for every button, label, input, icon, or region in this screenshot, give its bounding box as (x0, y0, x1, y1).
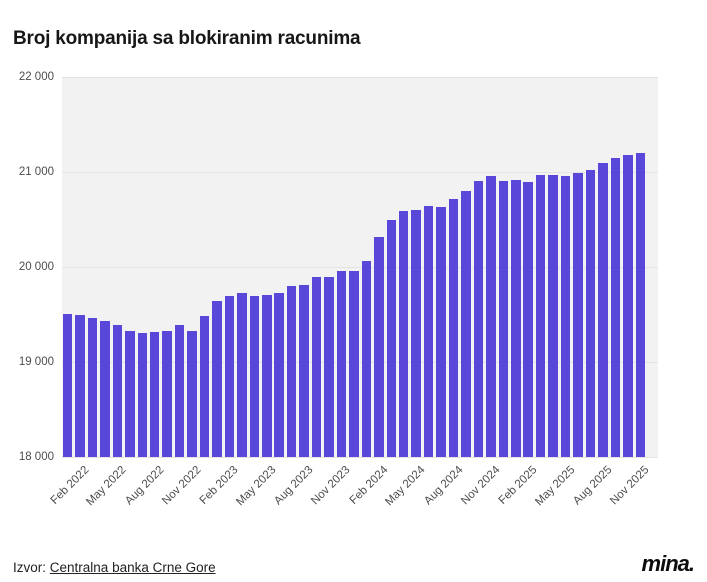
x-axis-label: May 2024 (383, 464, 428, 509)
grid-line (62, 266, 658, 268)
chart-bar[interactable] (212, 301, 222, 457)
x-axis-label: Nov 2025 (608, 464, 652, 508)
chart-bar[interactable] (448, 198, 459, 457)
chart-bar[interactable] (573, 173, 583, 457)
chart-bar[interactable] (137, 333, 147, 457)
chart-bar[interactable] (411, 209, 421, 457)
x-axis-label: Aug 2022 (122, 464, 167, 508)
source-note: Izvor: Centralna banka Crne Gore (13, 560, 216, 575)
chart-bar[interactable] (386, 219, 396, 457)
x-axis-label: May 2025 (532, 464, 578, 509)
page-title: Broj kompanija sa blokiranim racunima (13, 28, 361, 49)
chart-bar[interactable] (635, 153, 645, 457)
grid-line (62, 361, 658, 363)
chart-bar[interactable] (187, 330, 197, 457)
chart-bar[interactable] (262, 294, 272, 457)
y-axis-label: 22 000 (18, 71, 54, 83)
x-axis-label: Aug 2023 (272, 464, 316, 508)
chart-bar[interactable] (461, 191, 471, 457)
chart-bar[interactable] (149, 332, 160, 457)
chart-bar[interactable] (523, 182, 533, 457)
chart-bar[interactable] (486, 175, 496, 457)
chart-bar[interactable] (324, 277, 334, 457)
grid-line (62, 171, 658, 173)
source-label: Izvor: (13, 560, 47, 575)
x-axis-label: Feb 2024 (347, 464, 391, 507)
x-axis-label: Nov 2022 (160, 464, 204, 508)
chart-bar[interactable] (162, 330, 172, 457)
chart-bar[interactable] (398, 210, 409, 457)
chart-bar[interactable] (473, 181, 484, 457)
chart-bar[interactable] (336, 270, 347, 457)
chart-bar[interactable] (224, 296, 235, 457)
chart-bar[interactable] (311, 276, 322, 457)
source-link[interactable]: Centralna banka Crne Gore (49, 560, 216, 575)
chart-bar[interactable] (62, 313, 73, 457)
chart-bar[interactable] (560, 176, 571, 457)
chart-bar[interactable] (548, 174, 558, 457)
chart-bar[interactable] (199, 316, 210, 457)
y-axis-label: 20 000 (18, 261, 54, 273)
chart-bar[interactable] (349, 271, 359, 457)
x-axis-label: May 2023 (234, 464, 279, 509)
chart-bar[interactable] (100, 320, 110, 457)
chart-bar[interactable] (299, 285, 309, 457)
y-axis-label: 18 000 (18, 451, 54, 463)
chart-bar[interactable] (610, 157, 621, 457)
y-axis-label: 19 000 (18, 356, 54, 368)
chart-bar[interactable] (423, 206, 434, 457)
chart-bar[interactable] (237, 292, 247, 457)
y-axis-label: 21 000 (18, 166, 54, 178)
chart-bar[interactable] (374, 236, 384, 457)
x-axis-label: May 2022 (84, 464, 129, 509)
chart-bar[interactable] (174, 324, 185, 457)
mina-logo: mina. (641, 551, 695, 576)
grid-line (62, 76, 658, 78)
chart-bar[interactable] (112, 324, 123, 457)
chart-bar[interactable] (87, 317, 98, 457)
chart-bar[interactable] (286, 286, 297, 457)
chart-bar[interactable] (498, 180, 509, 457)
chart-bar[interactable] (598, 162, 608, 457)
chart-bar[interactable] (249, 295, 260, 457)
chart-bar[interactable] (511, 179, 521, 457)
x-axis-label: Nov 2023 (309, 464, 353, 508)
x-axis-label: Feb 2025 (496, 464, 540, 507)
x-axis-label: Aug 2025 (571, 464, 615, 508)
x-axis-label: Nov 2024 (459, 464, 503, 508)
x-axis-label: Feb 2022 (48, 464, 92, 507)
chart-bar[interactable] (75, 314, 85, 457)
chart-bar[interactable] (125, 330, 135, 457)
x-axis-label: Feb 2023 (198, 464, 241, 507)
chart-bar[interactable] (585, 169, 596, 457)
chart-bar[interactable] (623, 155, 633, 457)
chart-bar[interactable] (436, 206, 446, 457)
chart-bar[interactable] (274, 292, 284, 457)
chart-bar[interactable] (361, 260, 372, 457)
x-axis-label: Aug 2024 (421, 464, 465, 508)
grid-line (62, 456, 658, 458)
chart-bar[interactable] (535, 175, 546, 457)
